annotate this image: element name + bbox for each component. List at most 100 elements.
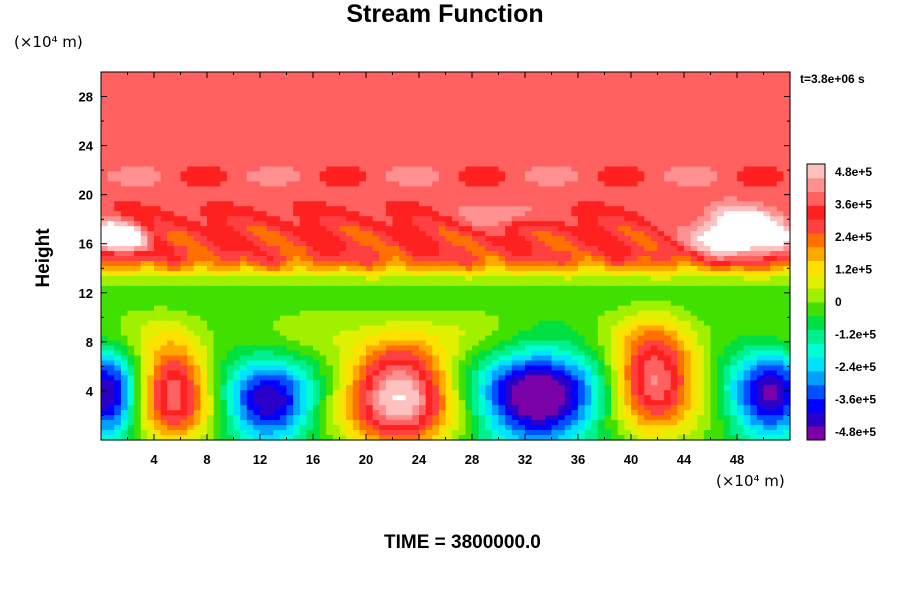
- heatmap-cell: [763, 246, 771, 252]
- heatmap-cell: [505, 176, 513, 182]
- heatmap-cell: [207, 146, 215, 153]
- heatmap-cell: [730, 251, 738, 257]
- heatmap-cell: [491, 106, 500, 113]
- heatmap-cell: [564, 231, 572, 237]
- heatmap-cell: [319, 265, 327, 272]
- heatmap-cell: [770, 295, 778, 302]
- heatmap-cell: [458, 236, 466, 242]
- heatmap-cell: [597, 186, 606, 192]
- heatmap-cell: [710, 76, 718, 83]
- heatmap-cell: [260, 96, 268, 103]
- heatmap-cell: [776, 146, 784, 153]
- heatmap-cell: [240, 116, 248, 123]
- heatmap-cell: [412, 81, 420, 88]
- heatmap-cell: [326, 161, 334, 168]
- heatmap-cell: [425, 136, 433, 143]
- heatmap-cell: [730, 265, 738, 272]
- heatmap-cell: [173, 206, 182, 212]
- heatmap-cell: [200, 161, 208, 168]
- heatmap-cell: [425, 285, 433, 292]
- heatmap-cell: [379, 236, 387, 242]
- heatmap-cell: [233, 216, 241, 222]
- heatmap-cell: [101, 191, 109, 197]
- heatmap-cell: [624, 201, 632, 207]
- heatmap-cell: [631, 191, 639, 197]
- heatmap-cell: [670, 206, 678, 212]
- heatmap-cell: [770, 196, 778, 202]
- heatmap-cell: [167, 136, 175, 143]
- heatmap-cell: [425, 295, 433, 302]
- heatmap-cell: [670, 171, 678, 178]
- heatmap-cell: [776, 300, 784, 307]
- heatmap-cell: [710, 300, 718, 307]
- heatmap-cell: [445, 141, 453, 148]
- heatmap-cell: [624, 111, 632, 118]
- heatmap-cell: [200, 81, 208, 88]
- heatmap-cell: [372, 151, 380, 158]
- heatmap-cell: [743, 285, 751, 292]
- heatmap-cell: [558, 236, 566, 242]
- heatmap-cell: [160, 81, 168, 88]
- heatmap-cell: [684, 166, 692, 173]
- heatmap-cell: [253, 206, 261, 212]
- heatmap-cell: [134, 231, 142, 237]
- heatmap-cell: [385, 176, 394, 182]
- heatmap-cell: [299, 295, 307, 302]
- heatmap-cell: [571, 226, 579, 232]
- heatmap-cell: [617, 236, 625, 242]
- heatmap-cell: [279, 186, 288, 192]
- heatmap-cell: [127, 146, 135, 153]
- heatmap-cell: [339, 86, 347, 93]
- heatmap-cell: [664, 106, 672, 113]
- heatmap-cell: [564, 171, 572, 178]
- heatmap-cell: [438, 76, 447, 83]
- heatmap-cell: [611, 171, 619, 178]
- heatmap-cell: [266, 101, 274, 108]
- heatmap-cell: [564, 106, 572, 113]
- heatmap-cell: [690, 265, 698, 272]
- heatmap-cell: [624, 146, 632, 153]
- heatmap-cell: [750, 156, 758, 163]
- heatmap-cell: [445, 270, 453, 277]
- heatmap-cell: [200, 285, 208, 292]
- heatmap-cell: [399, 236, 407, 242]
- heatmap-cell: [213, 96, 221, 103]
- heatmap-cell: [518, 246, 526, 252]
- heatmap-cell: [412, 181, 420, 187]
- heatmap-cell: [617, 246, 625, 252]
- heatmap-cell: [286, 280, 294, 287]
- heatmap-cell: [326, 176, 334, 182]
- heatmap-cell: [458, 280, 466, 287]
- heatmap-cell: [306, 285, 314, 292]
- heatmap-cell: [359, 285, 367, 292]
- heatmap-cell: [359, 146, 367, 153]
- heatmap-cell: [670, 300, 678, 307]
- heatmap-cell: [299, 191, 307, 197]
- heatmap-cell: [101, 216, 109, 222]
- heatmap-cell: [697, 280, 705, 287]
- heatmap-cell: [253, 72, 261, 78]
- heatmap-cell: [279, 290, 288, 297]
- heatmap-cell: [101, 300, 109, 307]
- heatmap-cell: [730, 81, 738, 88]
- heatmap-cell: [538, 156, 546, 163]
- heatmap-cell: [491, 131, 500, 138]
- heatmap-cell: [531, 76, 539, 83]
- heatmap-cell: [763, 305, 771, 312]
- heatmap-cell: [637, 186, 645, 192]
- heatmap-cell: [101, 171, 109, 178]
- heatmap-cell: [154, 141, 162, 148]
- heatmap-cell: [690, 131, 698, 138]
- heatmap-cell: [359, 106, 367, 113]
- heatmap-cell: [180, 176, 188, 182]
- heatmap-cell: [246, 151, 254, 158]
- heatmap-cell: [273, 211, 281, 217]
- heatmap-cell: [213, 246, 221, 252]
- heatmap-cell: [140, 161, 148, 168]
- heatmap-cell: [458, 72, 466, 78]
- heatmap-cell: [465, 275, 473, 282]
- heatmap-cell: [319, 290, 327, 297]
- heatmap-cell: [472, 231, 480, 237]
- heatmap-cell: [491, 290, 500, 297]
- heatmap-cell: [690, 256, 698, 262]
